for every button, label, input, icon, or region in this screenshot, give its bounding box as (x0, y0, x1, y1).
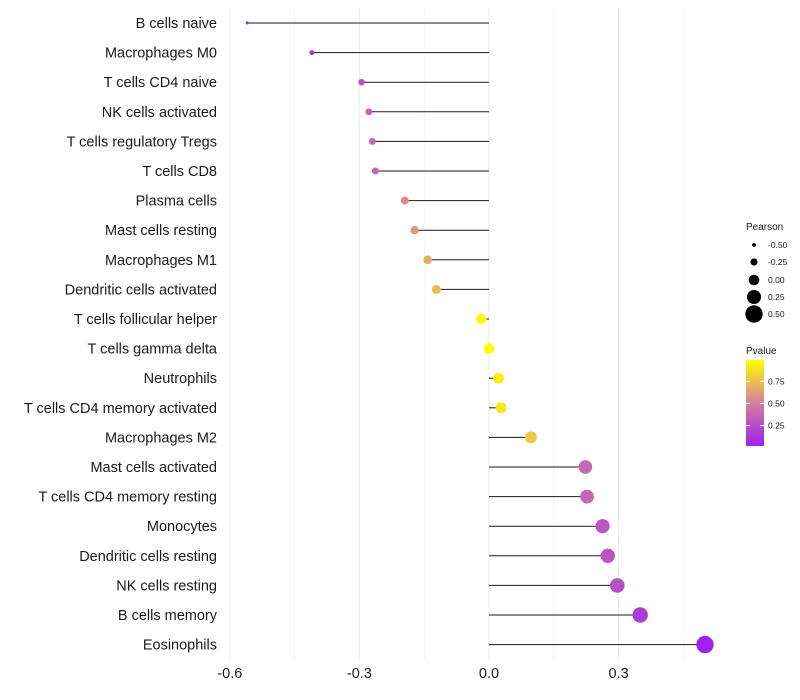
pearson-legend-key-0 (752, 243, 756, 247)
category-label-10: T cells follicular helper (74, 312, 217, 328)
point-18 (600, 548, 615, 563)
pvalue-legend: Pvalue 0.75 0.50 0.25 (746, 346, 785, 446)
category-label-4: T cells regulatory Tregs (67, 134, 217, 150)
point-0 (245, 21, 249, 25)
pearson-legend-key-1 (750, 258, 758, 266)
pearson-legend-key-3 (746, 289, 762, 305)
point-19 (609, 578, 625, 593)
pvalue-legend-label-1: 0.50 (768, 398, 785, 408)
pearson-legend-key-4 (745, 305, 763, 323)
category-label-1: Macrophages M0 (105, 46, 217, 62)
point-9 (431, 284, 441, 294)
point-3 (365, 108, 373, 116)
x-tick-label-1: -0.3 (347, 666, 372, 682)
point-21 (696, 635, 714, 654)
pearson-legend-label-3: 0.25 (768, 292, 785, 302)
grid-lines (229, 8, 684, 660)
category-label-15: Mast cells activated (90, 460, 217, 476)
point-13 (495, 402, 507, 414)
pearson-legend-label-0: -0.50 (768, 240, 788, 250)
lollipop-points (245, 21, 714, 654)
point-14 (524, 431, 537, 444)
pearson-legend-label-1: -0.25 (768, 257, 788, 267)
category-label-8: Macrophages M1 (105, 253, 217, 269)
point-17 (595, 519, 610, 534)
category-label-18: Dendritic cells resting (79, 549, 217, 565)
point-16 (580, 489, 594, 504)
category-label-16: T cells CD4 memory resting (38, 490, 217, 506)
category-label-13: T cells CD4 memory activated (24, 401, 217, 417)
point-5 (371, 167, 379, 175)
category-label-21: Eosinophils (143, 638, 217, 654)
x-tick-label-3: 0.3 (609, 666, 629, 682)
category-label-6: Plasma cells (136, 194, 217, 210)
pvalue-colorbar (746, 360, 764, 446)
pearson-legend-title: Pearson (746, 222, 783, 233)
point-11 (483, 343, 495, 354)
category-label-11: T cells gamma delta (88, 342, 218, 358)
category-label-2: T cells CD4 naive (104, 75, 217, 91)
pvalue-legend-label-0: 0.75 (768, 376, 785, 386)
point-10 (476, 313, 487, 325)
category-label-9: Dendritic cells activated (65, 282, 217, 298)
point-7 (410, 226, 419, 235)
point-6 (400, 196, 409, 205)
category-label-0: B cells naive (136, 16, 217, 32)
category-label-3: NK cells activated (102, 105, 217, 121)
category-label-12: Neutrophils (144, 371, 217, 387)
point-2 (358, 78, 365, 86)
point-20 (632, 607, 648, 623)
point-4 (368, 137, 376, 145)
category-label-7: Mast cells resting (105, 223, 217, 239)
lollipop-stems (247, 22, 705, 646)
pearson-legend-key-2 (748, 274, 760, 286)
point-12 (493, 372, 504, 384)
pearson-legend-label-4: 0.50 (768, 309, 785, 319)
pvalue-legend-title: Pvalue (746, 346, 777, 357)
category-label-19: NK cells resting (116, 578, 217, 594)
category-label-5: T cells CD8 (142, 164, 217, 180)
pearson-legend-label-2: 0.00 (768, 275, 785, 285)
category-label-17: Monocytes (147, 519, 217, 535)
pearson-legend: Pearson -0.50 -0.25 0.00 0.25 0.50 (745, 222, 788, 323)
x-axis-tick-labels: -0.6 -0.3 0.0 0.3 (217, 666, 628, 682)
x-tick-label-0: -0.6 (217, 666, 242, 682)
point-8 (423, 255, 432, 265)
point-15 (578, 460, 593, 474)
category-label-14: Macrophages M2 (105, 430, 217, 446)
x-tick-label-2: 0.0 (479, 666, 499, 682)
point-1 (309, 50, 315, 56)
pvalue-legend-label-2: 0.25 (768, 421, 785, 431)
category-label-20: B cells memory (118, 608, 218, 624)
category-labels: B cells naive Macrophages M0 T cells CD4 n… (24, 16, 218, 654)
